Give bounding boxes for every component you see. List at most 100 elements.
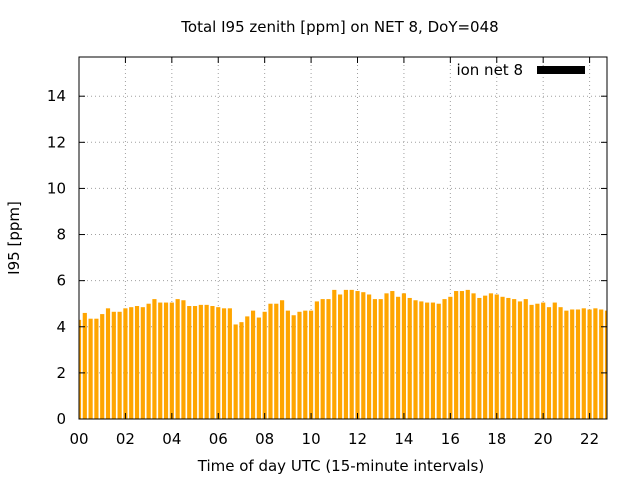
bar <box>500 296 505 419</box>
bar <box>570 309 575 419</box>
bar <box>100 314 105 419</box>
bar <box>314 301 319 419</box>
bar <box>285 310 290 419</box>
bar <box>384 293 389 419</box>
bar <box>221 308 227 419</box>
bar <box>523 299 528 419</box>
bar <box>442 299 447 419</box>
bar <box>94 318 99 419</box>
x-tick-label: 16 <box>441 430 460 448</box>
bar <box>367 294 372 419</box>
bar <box>430 302 436 419</box>
bar <box>372 299 378 419</box>
x-tick-label: 20 <box>534 430 553 448</box>
bar <box>488 293 494 419</box>
bar <box>465 289 470 419</box>
bar <box>587 309 592 419</box>
y-tick-label: 14 <box>47 87 66 105</box>
grid-lines <box>79 57 607 419</box>
bar <box>558 307 563 419</box>
bar <box>245 316 250 419</box>
bar <box>575 309 581 419</box>
chart-title: Total I95 zenith [ppm] on NET 8, DoY=048 <box>180 18 498 36</box>
bar <box>79 319 82 419</box>
bar <box>233 324 238 419</box>
y-tick-label: 6 <box>56 272 66 290</box>
bar <box>343 289 348 419</box>
bar <box>82 312 87 419</box>
bar <box>308 310 314 419</box>
x-tick-label: 18 <box>487 430 506 448</box>
bar <box>512 299 517 419</box>
bar <box>546 307 552 419</box>
bar <box>152 299 157 419</box>
bar <box>105 308 111 419</box>
bar <box>541 302 546 419</box>
bar <box>326 299 331 419</box>
bar <box>303 310 308 419</box>
bars <box>79 289 607 419</box>
bar <box>506 297 511 419</box>
bar <box>187 306 192 419</box>
y-tick-label: 0 <box>56 410 66 428</box>
bar <box>401 293 407 419</box>
bar <box>454 291 459 419</box>
bar <box>535 303 540 419</box>
bar <box>436 303 441 419</box>
bar <box>349 289 354 419</box>
y-tick-label: 8 <box>56 226 66 244</box>
bar <box>129 307 134 419</box>
x-tick-label: 14 <box>394 430 413 448</box>
y-tick-label: 12 <box>47 133 66 151</box>
y-tick-label: 2 <box>56 364 66 382</box>
bar <box>396 296 401 419</box>
bar <box>459 291 465 419</box>
bar <box>413 300 418 419</box>
x-tick-label: 08 <box>255 430 274 448</box>
y-axis-label: I95 [ppm] <box>5 201 23 275</box>
bar <box>227 308 232 419</box>
bar <box>581 308 586 419</box>
bar <box>355 291 360 419</box>
bar <box>88 318 93 419</box>
bar <box>146 303 151 419</box>
bar <box>123 308 128 419</box>
bar <box>268 303 273 419</box>
bar <box>604 310 607 419</box>
x-tick-label: 10 <box>302 430 321 448</box>
bar <box>297 311 302 419</box>
x-tick-label: 06 <box>209 430 228 448</box>
bar <box>419 301 424 419</box>
bar <box>204 304 209 419</box>
bar <box>471 293 476 419</box>
bar <box>279 300 285 419</box>
bar <box>332 289 337 419</box>
bar <box>593 308 598 419</box>
legend: ion net 8 <box>456 61 585 79</box>
bar <box>477 297 482 419</box>
bar <box>163 302 169 419</box>
bar <box>117 311 122 419</box>
bar <box>425 302 430 419</box>
bar <box>181 300 186 419</box>
bar <box>250 310 256 419</box>
bar <box>169 302 174 419</box>
bar <box>291 315 296 419</box>
plot-frame <box>78 56 608 420</box>
bar <box>262 311 267 419</box>
bar <box>192 306 198 419</box>
bar <box>158 302 163 419</box>
bar <box>175 299 180 419</box>
x-tick-label: 22 <box>580 430 599 448</box>
bar <box>564 310 569 419</box>
bar <box>210 306 215 419</box>
x-tick-label: 00 <box>69 430 88 448</box>
x-tick-label: 04 <box>162 430 181 448</box>
bar <box>378 299 383 419</box>
y-tick-label: 10 <box>47 179 66 197</box>
bar <box>599 309 604 419</box>
bar <box>111 311 116 419</box>
legend-label: ion net 8 <box>456 61 523 79</box>
